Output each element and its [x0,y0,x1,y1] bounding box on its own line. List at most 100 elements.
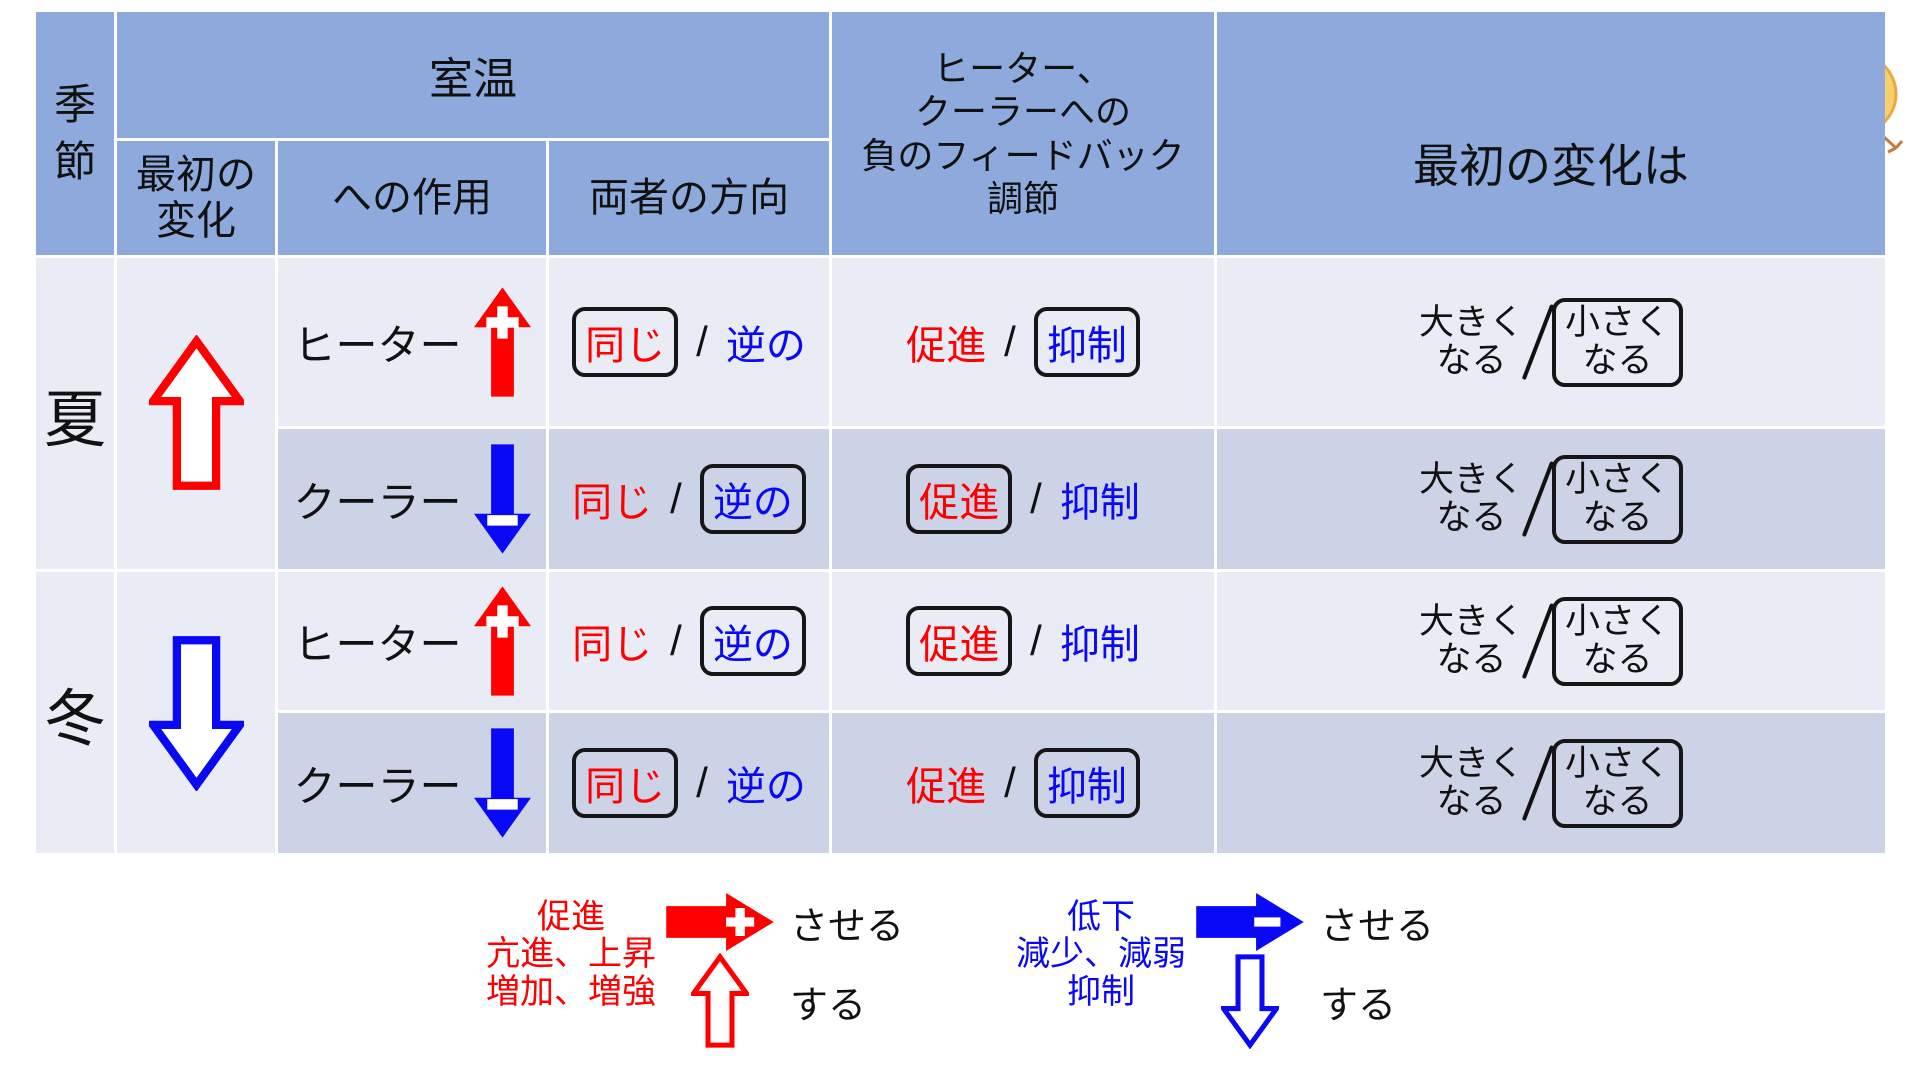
red-up-arrow-plus-icon [474,287,531,397]
direction-cell: 同じ / 逆の [549,572,829,710]
header-both-directions: 両者の方向 [549,141,829,255]
season-winter-label: 冬 [43,684,106,754]
legend-red-term: 促進 [536,898,605,936]
feedback-promote-label: 促進 [906,606,1013,676]
summer-initial-change-cell [117,258,275,569]
red-up-arrow-plus-icon [474,586,531,696]
season-cell-winter: 冬 [36,572,114,853]
red-right-arrow-plus-icon [666,893,774,951]
header-season: 季 節 [36,12,114,255]
legend-blue-group: 低下 減少、減弱 抑制 させる する [1016,893,1434,1049]
blue-hollow-down-arrow-icon [149,634,244,791]
feedback-table: 季 節 室温 ヒーター、 クーラーへの 負のフィードバック 調節 最初の変化は … [36,12,1885,853]
legend-red-group: 促進 亢進、上昇 増加、増強 させる する [486,893,904,1049]
direction-same-label: 同じ [572,748,679,818]
direction-same-label: 同じ [572,307,679,377]
device-label: クーラー [293,478,462,526]
feedback-promote-label: 促進 [906,765,987,809]
header-action-on-label: への作用 [332,176,492,220]
slash-separator [1521,303,1555,381]
result-cell: 大きく なる 小さく なる [1217,572,1885,710]
season-summer-label: 夏 [43,385,106,455]
slash-separator [1521,744,1555,822]
device-label: ヒーター [293,620,462,668]
device-cell: ヒーター [278,572,546,710]
legend-cause-label: させる [1320,905,1435,948]
device-cell: クーラー [278,429,546,569]
direction-opposite-label: 逆の [699,606,806,676]
red-hollow-up-arrow-icon [149,335,244,492]
device-label: クーラー [293,762,462,810]
legend-blue-terms: 低下 減少、減弱 抑制 [1016,898,1186,1011]
legend: 促進 亢進、上昇 増加、増強 させる する 低下 減少、減弱 抑制 させる する [0,893,1920,1049]
direction-cell: 同じ / 逆の [549,429,829,569]
direction-opposite-label: 逆の [725,765,806,809]
blue-hollow-down-arrow-icon [1221,953,1279,1049]
legend-red-terms: 促進 亢進、上昇 増加、増強 [485,898,656,1011]
legend-cause-label: させる [789,905,904,948]
blue-right-arrow-minus-icon [1196,893,1304,951]
direction-cell: 同じ / 逆の [549,713,829,853]
legend-blue-term: 低下 [1067,898,1135,936]
feedback-suppress-label: 抑制 [1033,307,1140,377]
slash-separator: / [696,759,708,806]
slash-separator: / [1030,617,1042,664]
header-season-label: 季 節 [53,80,96,185]
direction-same-label: 同じ [572,623,653,667]
feedback-cell: 促進 / 抑制 [832,572,1214,710]
feedback-promote-label: 促進 [906,324,987,368]
direction-same-label: 同じ [572,481,653,525]
slash-separator: / [696,318,708,365]
slash-separator [1521,460,1555,538]
direction-cell: 同じ / 逆の [549,258,829,426]
header-initial-change-is: 最初の変化は [1217,12,1885,255]
result-smaller-label: 小さく なる [1552,454,1684,544]
device-cell: クーラー [278,713,546,853]
feedback-suppress-label: 抑制 [1033,748,1140,818]
blue-down-arrow-minus-icon [474,444,531,554]
header-action-on: への作用 [278,141,546,255]
result-smaller-label: 小さく なる [1552,738,1684,828]
direction-opposite-label: 逆の [699,464,806,534]
legend-blue-term: 抑制 [1067,972,1135,1011]
winter-initial-change-cell [117,572,275,853]
device-cell: ヒーター [278,258,546,426]
result-larger-label: 大きく なる [1418,459,1524,537]
header-negative-feedback-label: ヒーター、 クーラーへの 負のフィードバック 調節 [861,48,1185,219]
legend-blue-term: 減少、減弱 [1016,935,1186,974]
header-both-directions-label: 両者の方向 [589,176,789,220]
result-cell: 大きく なる 小さく なる [1217,713,1885,853]
feedback-promote-label: 促進 [906,464,1013,534]
header-initial-change: 最初の 変化 [117,141,275,255]
slash-separator [1521,602,1555,680]
slash-separator: / [1004,318,1016,365]
feedback-suppress-label: 抑制 [1059,623,1140,667]
blue-down-arrow-minus-icon [474,728,531,838]
result-cell: 大きく なる 小さく なる [1217,258,1885,426]
direction-opposite-label: 逆の [725,324,806,368]
result-larger-label: 大きく なる [1418,601,1524,679]
result-smaller-label: 小さく なる [1552,596,1684,686]
legend-red-term: 亢進、上昇 [485,935,656,974]
header-room-temp: 室温 [117,12,829,138]
season-cell-summer: 夏 [36,258,114,569]
result-larger-label: 大きく なる [1418,743,1524,821]
legend-do-label: する [1320,984,1397,1027]
feedback-suppress-label: 抑制 [1059,481,1140,525]
feedback-cell: 促進 / 抑制 [832,713,1214,853]
slash-separator: / [1030,475,1042,522]
slash-separator: / [670,617,682,664]
device-label: ヒーター [293,321,462,369]
feedback-cell: 促進 / 抑制 [832,429,1214,569]
result-smaller-label: 小さく なる [1552,297,1684,387]
header-negative-feedback: ヒーター、 クーラーへの 負のフィードバック 調節 [832,12,1214,255]
legend-red-term: 増加、増強 [485,972,656,1011]
legend-do-label: する [789,984,866,1027]
red-hollow-up-arrow-icon [691,953,749,1049]
header-initial-change-is-label: 最初の変化は [1413,139,1689,192]
slash-separator: / [670,475,682,522]
header-initial-change-label: 最初の 変化 [136,153,256,243]
result-larger-label: 大きく なる [1418,302,1524,380]
feedback-cell: 促進 / 抑制 [832,258,1214,426]
